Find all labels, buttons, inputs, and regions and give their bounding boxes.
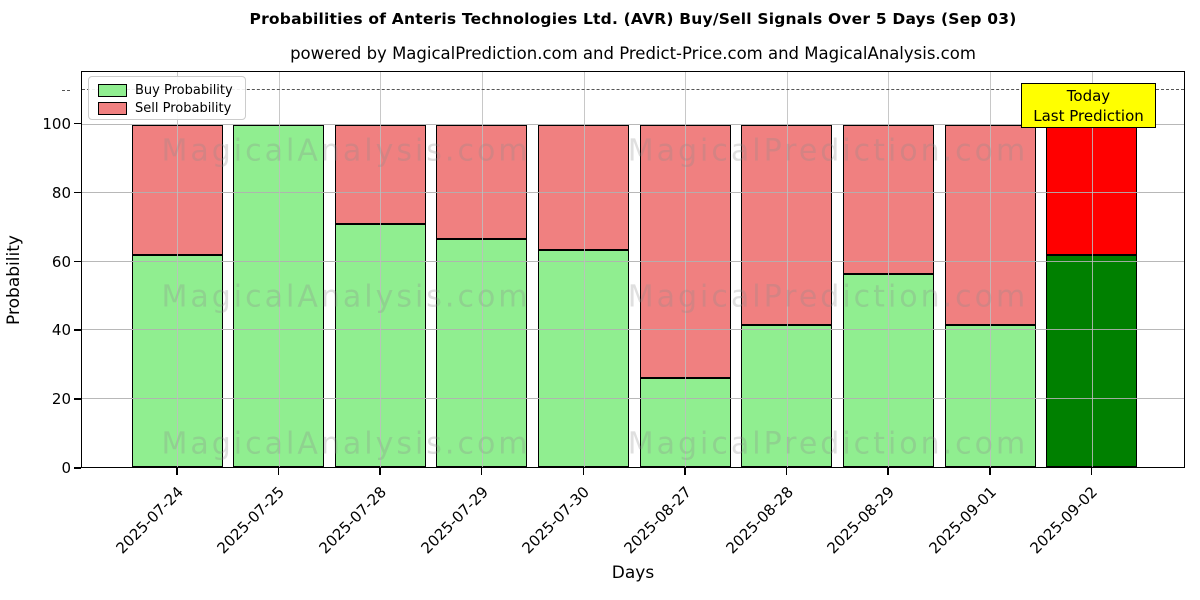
y-tick-0	[74, 467, 81, 469]
x-tick-label-2025-08-29: 2025-08-29	[823, 483, 899, 558]
x-tick-2025-08-29	[887, 468, 889, 475]
x-axis-label: Days	[611, 563, 655, 583]
x-tick-label-2025-08-27: 2025-08-27	[620, 483, 695, 558]
x-tick-label-2025-07-29: 2025-07-29	[417, 483, 492, 558]
today-annotation-line2: Last Prediction	[1033, 107, 1144, 125]
chart-subtitle: powered by MagicalPrediction.com and Pre…	[290, 44, 976, 63]
sell-swatch-icon	[98, 102, 127, 115]
v-grid-line-2025-07-24	[177, 72, 178, 467]
x-tick-2025-07-25	[277, 468, 280, 475]
v-grid-line-2025-08-28	[786, 72, 788, 467]
legend-label-buy: Buy Probability	[135, 83, 233, 98]
y-tick-60	[74, 260, 81, 263]
v-grid-line-2025-07-30	[583, 72, 585, 467]
v-grid-line-2025-09-01	[990, 72, 992, 467]
watermark-right-row2: MagicalPrediction.com	[627, 279, 1029, 315]
h-grid-line-60	[82, 260, 1184, 262]
y-tick-label-80: 80	[51, 183, 71, 202]
y-tick-label-100: 100	[42, 114, 71, 133]
h-grid-line-80	[82, 192, 1184, 194]
x-tick-2025-07-29	[480, 468, 483, 475]
h-grid-line-40	[82, 329, 1184, 331]
watermark-right-row1: MagicalPrediction.com	[627, 133, 1029, 169]
watermark-left-row3: MagicalAnalysis.com	[161, 426, 531, 462]
legend: Buy Probability Sell Probability	[88, 76, 246, 120]
y-tick-label-20: 20	[51, 390, 71, 409]
x-tick-2025-09-01	[989, 468, 991, 475]
v-grid-line-2025-08-29	[888, 72, 890, 467]
v-grid-line-2025-09-02	[1091, 72, 1093, 467]
x-tick-label-2025-07-28: 2025-07-28	[315, 483, 390, 558]
y-tick-label-40: 40	[51, 321, 71, 340]
chart-title: Probabilities of Anteris Technologies Lt…	[249, 10, 1017, 28]
v-grid-line-2025-07-28	[380, 72, 382, 467]
x-tick-label-2025-07-30: 2025-07-30	[518, 483, 594, 558]
watermark-left-row2: MagicalAnalysis.com	[161, 279, 531, 315]
legend-item-sell: Sell Probability	[98, 100, 245, 117]
x-tick-2025-09-02	[1090, 468, 1093, 475]
x-tick-2025-07-24	[176, 468, 178, 475]
y-tick-20	[74, 398, 81, 400]
y-axis-label: Probability	[4, 235, 24, 325]
x-tick-label-2025-09-01: 2025-09-01	[925, 483, 1000, 558]
x-tick-label-2025-07-25: 2025-07-25	[213, 483, 289, 558]
v-grid-line-2025-07-25	[278, 72, 280, 467]
v-grid-line-2025-08-27	[685, 72, 687, 467]
today-annotation-line1: Today	[1066, 87, 1111, 105]
x-tick-2025-08-28	[785, 468, 788, 475]
threshold-line-stub	[62, 89, 70, 91]
x-tick-label-2025-08-28: 2025-08-28	[722, 483, 797, 558]
y-tick-label-60: 60	[51, 252, 71, 271]
legend-item-buy: Buy Probability	[98, 82, 245, 99]
watermark-left-row1: MagicalAnalysis.com	[161, 133, 531, 169]
plot-area: MagicalAnalysis.com MagicalAnalysis.com Ma…	[81, 71, 1185, 468]
y-tick-label-0: 0	[61, 459, 71, 477]
x-tick-2025-08-27	[684, 468, 686, 475]
h-grid-line-100	[82, 123, 1184, 125]
y-tick-40	[74, 329, 81, 331]
buy-swatch-icon	[98, 84, 127, 97]
threshold-dashed-line	[82, 89, 1184, 91]
legend-label-sell: Sell Probability	[135, 101, 232, 116]
x-tick-label-2025-09-02: 2025-09-02	[1027, 483, 1102, 558]
x-tick-2025-07-28	[379, 468, 381, 475]
h-grid-line-20	[82, 397, 1184, 399]
y-tick-80	[74, 191, 81, 194]
today-annotation-box: Today Last Prediction	[1021, 83, 1156, 128]
watermark-right-row3: MagicalPrediction.com	[627, 426, 1029, 462]
x-tick-2025-07-30	[582, 468, 585, 475]
y-tick-100	[74, 122, 81, 125]
v-grid-line-2025-07-29	[481, 72, 483, 467]
x-tick-label-2025-07-24: 2025-07-24	[112, 483, 187, 558]
